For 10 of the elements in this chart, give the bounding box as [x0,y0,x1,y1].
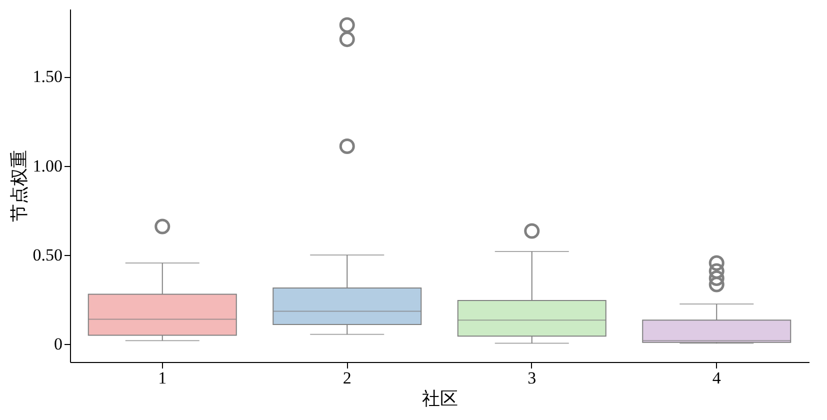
x-tick-label: 2 [342,368,352,388]
y-tick-label: 0.50 [32,246,62,265]
x-axis-title: 社区 [422,388,458,408]
x-tick-label: 4 [712,368,722,388]
x-tick-label: 1 [158,368,167,388]
x-tick-label: 3 [528,368,536,388]
y-tick-label: 0 [54,334,62,354]
y-axis-title: 节点权重 [8,150,29,222]
y-tick-label: 1.00 [32,156,62,176]
y-tick-label: 1.50 [32,67,62,86]
